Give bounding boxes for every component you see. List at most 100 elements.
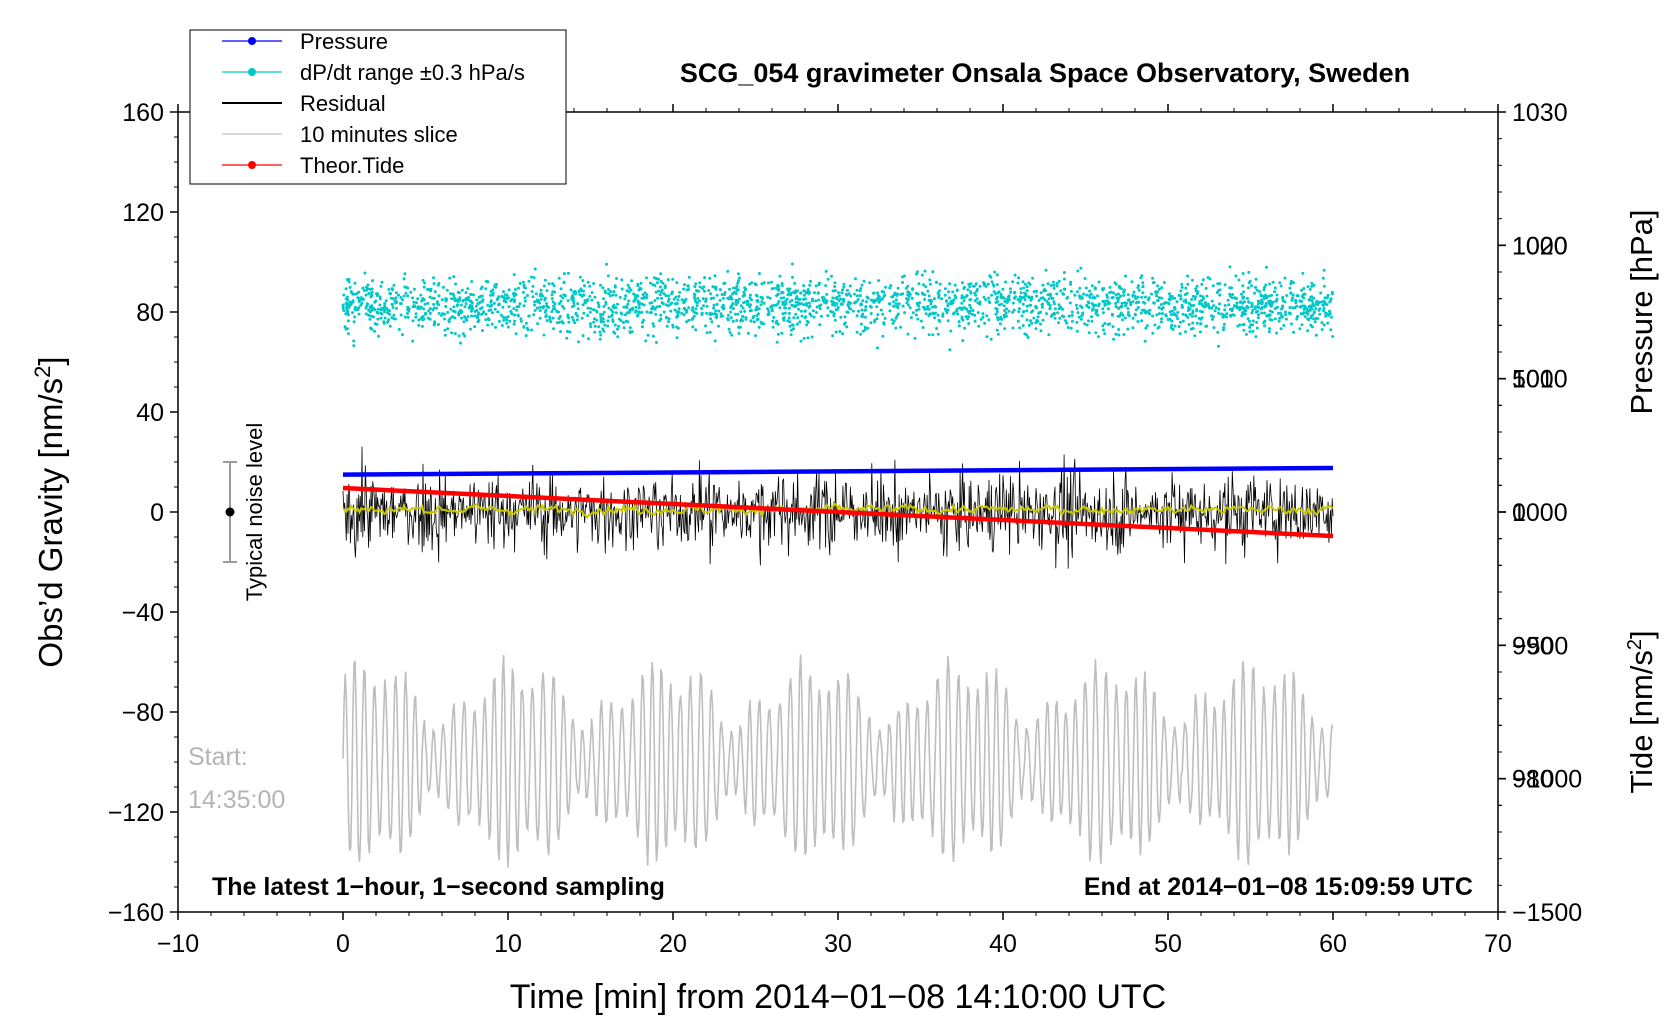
dpdt-point: [743, 300, 747, 304]
dpdt-point: [612, 306, 616, 310]
dpdt-point: [1141, 291, 1145, 295]
legend-swatch-marker: [248, 68, 256, 76]
dpdt-point: [995, 316, 999, 320]
dpdt-point: [593, 324, 597, 328]
legend-label: Pressure: [300, 29, 388, 54]
dpdt-point: [585, 299, 589, 303]
dpdt-point: [1141, 300, 1145, 304]
dpdt-point: [658, 304, 662, 308]
dpdt-point: [1218, 293, 1222, 297]
dpdt-point: [1256, 299, 1260, 303]
dpdt-point: [493, 283, 497, 287]
dpdt-point: [742, 290, 746, 294]
dpdt-point: [530, 328, 534, 332]
dpdt-point: [781, 300, 785, 304]
dpdt-point: [432, 302, 436, 306]
dpdt-point: [1325, 296, 1329, 300]
dpdt-point: [1067, 314, 1071, 318]
dpdt-point: [606, 274, 610, 278]
dpdt-point: [478, 307, 482, 311]
dpdt-point: [1090, 319, 1094, 323]
dpdt-point: [960, 315, 964, 319]
dpdt-point: [1141, 281, 1145, 285]
dpdt-point: [892, 304, 896, 308]
dpdt-point: [1242, 328, 1246, 332]
dpdt-point: [923, 297, 927, 301]
dpdt-point: [476, 320, 480, 324]
dpdt-point: [778, 306, 782, 310]
dpdt-point: [708, 330, 712, 334]
dpdt-point: [696, 296, 700, 300]
dpdt-point: [484, 287, 488, 291]
dpdt-point: [1120, 305, 1124, 309]
dpdt-point: [906, 303, 910, 307]
dpdt-point: [1059, 289, 1063, 293]
dpdt-point: [787, 306, 791, 310]
dpdt-point: [1053, 307, 1057, 311]
dpdt-point: [536, 322, 540, 326]
dpdt-point: [1002, 313, 1006, 317]
dpdt-point: [1289, 291, 1293, 295]
dpdt-point: [772, 316, 776, 319]
dpdt-point: [995, 283, 999, 287]
dpdt-point: [854, 300, 858, 304]
dpdt-point: [659, 290, 663, 294]
dpdt-point: [1294, 299, 1298, 303]
dpdt-point: [1187, 323, 1191, 326]
dpdt-point: [581, 334, 585, 338]
dpdt-point: [922, 283, 925, 287]
dpdt-point: [1035, 294, 1039, 298]
dpdt-point: [685, 320, 689, 324]
dpdt-point: [509, 310, 513, 314]
dpdt-point: [857, 309, 860, 313]
y-axis-label-tide: Tide [nm/s2]: [1624, 630, 1659, 793]
dpdt-point: [648, 301, 652, 305]
dpdt-point: [630, 279, 634, 283]
dpdt-point: [1240, 314, 1244, 318]
dpdt-point: [755, 318, 759, 322]
dpdt-point: [1145, 309, 1149, 313]
dpdt-point: [388, 324, 392, 328]
dpdt-point: [1235, 301, 1239, 305]
dpdt-point: [987, 296, 991, 300]
dpdt-point: [572, 301, 576, 305]
dpdt-point: [743, 309, 747, 313]
dpdt-point: [628, 331, 632, 335]
dpdt-point: [951, 290, 955, 294]
dpdt-point: [911, 287, 915, 291]
dpdt-point: [578, 293, 582, 297]
dpdt-point: [681, 298, 685, 302]
dpdt-point: [957, 324, 961, 328]
dpdt-point: [614, 311, 618, 315]
dpdt-point: [967, 322, 971, 325]
dpdt-point: [739, 319, 743, 323]
dpdt-point: [869, 305, 873, 309]
dpdt-point: [651, 334, 655, 338]
dpdt-point: [698, 281, 702, 285]
dpdt-point: [866, 326, 870, 330]
dpdt-point: [906, 298, 910, 302]
dpdt-point: [756, 312, 760, 316]
dpdt-point: [837, 294, 841, 298]
dpdt-point: [1056, 311, 1059, 315]
dpdt-point: [818, 304, 821, 308]
dpdt-point: [911, 311, 915, 315]
dpdt-point: [1295, 317, 1299, 321]
dpdt-point: [531, 295, 535, 299]
dpdt-point: [644, 339, 648, 343]
dpdt-point: [1160, 317, 1163, 321]
dpdt-point: [1310, 284, 1314, 288]
dpdt-point: [1222, 313, 1225, 317]
dpdt-point: [964, 295, 968, 299]
dpdt-point: [352, 339, 356, 343]
dpdt-point: [1136, 295, 1140, 299]
dpdt-point: [1178, 332, 1182, 336]
dpdt-point: [953, 283, 957, 287]
dpdt-point: [862, 279, 866, 283]
dpdt-point: [366, 287, 370, 290]
dpdt-point: [723, 291, 727, 294]
dpdt-point: [441, 285, 445, 289]
dpdt-point: [712, 296, 716, 300]
y-tick-label: −120: [108, 799, 164, 827]
dpdt-point: [541, 294, 545, 298]
